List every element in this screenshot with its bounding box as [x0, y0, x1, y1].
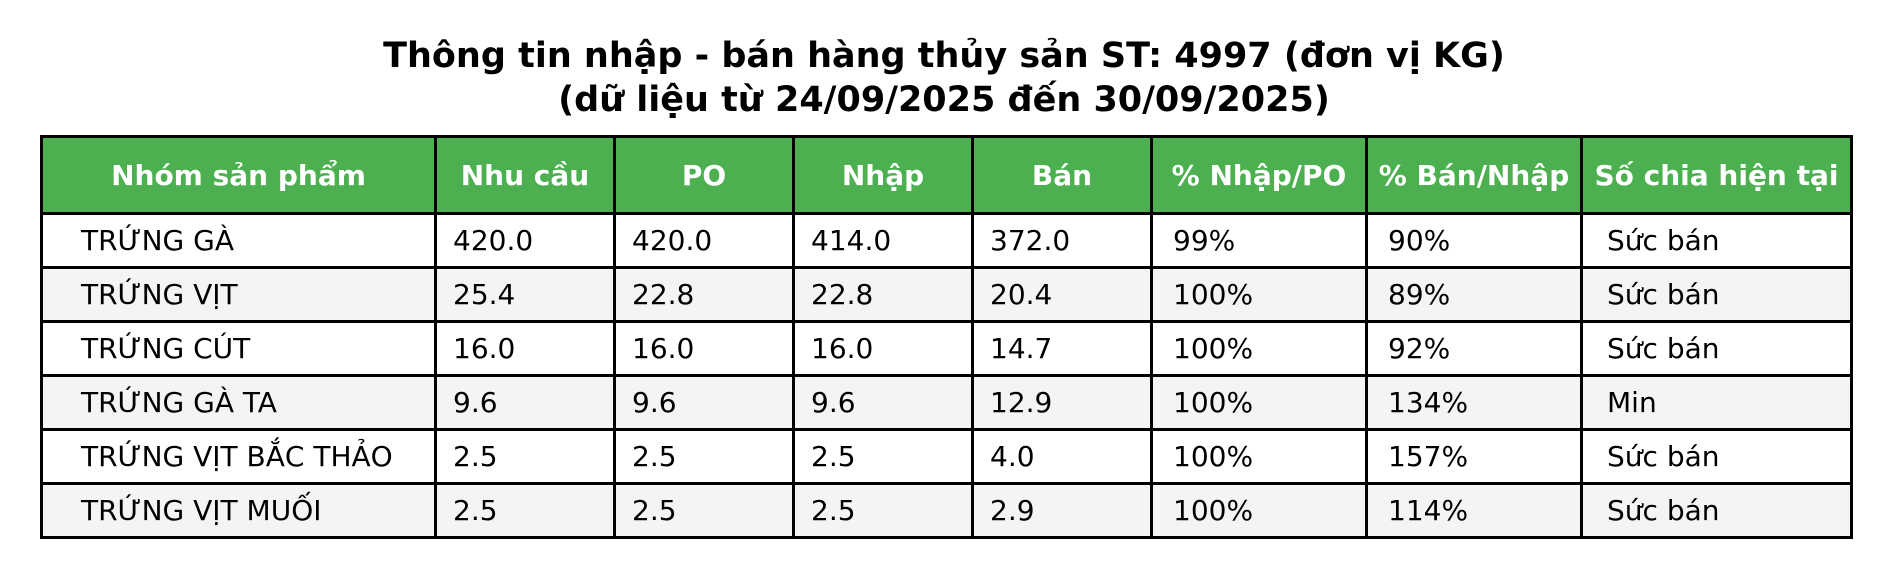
- table-cell: Sức bán: [1580, 482, 1853, 539]
- table-header-row: Nhóm sản phẩm Nhu cầu PO Nhập Bán % Nhập…: [40, 135, 1853, 215]
- chart-title: Thông tin nhập - bán hàng thủy sản ST: 4…: [0, 34, 1888, 122]
- chart-subtitle: (dữ liệu từ 24/09/2025 đến 30/09/2025): [558, 80, 1330, 120]
- table-cell: 372.0: [971, 212, 1153, 269]
- table-cell: 99%: [1150, 212, 1368, 269]
- table-cell: 420.0: [434, 212, 616, 269]
- product-group-cell: TRỨNG GÀ: [40, 212, 437, 269]
- table-cell: 114%: [1365, 482, 1583, 539]
- table-cell: 14.7: [971, 320, 1153, 377]
- table-cell: Sức bán: [1580, 266, 1853, 323]
- table-cell: 25.4: [434, 266, 616, 323]
- table-body: TRỨNG GÀ 420.0 420.0 414.0 372.0 99% 90% Sức bá…: [40, 212, 1853, 539]
- table-cell: Sức bán: [1580, 212, 1853, 269]
- table-cell: 100%: [1150, 320, 1368, 377]
- table-cell: 2.5: [434, 482, 616, 539]
- table-row: TRỨNG VỊT MUỐI 2.5 2.5 2.5 2.9 100% 114% Sức bá…: [40, 482, 1853, 539]
- table-cell: 100%: [1150, 482, 1368, 539]
- table-cell: 2.5: [792, 482, 974, 539]
- column-header: Bán: [971, 135, 1153, 215]
- table-cell: 157%: [1365, 428, 1583, 485]
- table-cell: 420.0: [613, 212, 795, 269]
- table-cell: Sức bán: [1580, 428, 1853, 485]
- table-row: TRỨNG GÀ TA 9.6 9.6 9.6 12.9 100% 134% Min: [40, 374, 1853, 431]
- table-cell: 20.4: [971, 266, 1153, 323]
- table-cell: 100%: [1150, 428, 1368, 485]
- product-group-cell: TRỨNG VỊT BẮC THẢO: [40, 428, 437, 485]
- product-group-cell: TRỨNG GÀ TA: [40, 374, 437, 431]
- table-row: TRỨNG CÚT 16.0 16.0 16.0 14.7 100% 92% Sức bán: [40, 320, 1853, 377]
- table-cell: 9.6: [792, 374, 974, 431]
- column-header: % Nhập/PO: [1150, 135, 1368, 215]
- column-header: Nhóm sản phẩm: [40, 135, 437, 215]
- table-cell: 12.9: [971, 374, 1153, 431]
- table-cell: 2.5: [434, 428, 616, 485]
- table-cell: 90%: [1365, 212, 1583, 269]
- table-cell: 16.0: [613, 320, 795, 377]
- table-cell: 2.9: [971, 482, 1153, 539]
- table-cell: 22.8: [792, 266, 974, 323]
- table-cell: Sức bán: [1580, 320, 1853, 377]
- table-cell: 100%: [1150, 374, 1368, 431]
- product-group-cell: TRỨNG CÚT: [40, 320, 437, 377]
- table-cell: 9.6: [434, 374, 616, 431]
- column-header: Số chia hiện tại: [1580, 135, 1853, 215]
- table-cell: 100%: [1150, 266, 1368, 323]
- table-cell: 2.5: [792, 428, 974, 485]
- table-cell: 89%: [1365, 266, 1583, 323]
- table-row: TRỨNG VỊT 25.4 22.8 22.8 20.4 100% 89% Sức bán: [40, 266, 1853, 323]
- table-cell: 414.0: [792, 212, 974, 269]
- chart-title-line-1: Thông tin nhập - bán hàng thủy sản ST: 4…: [383, 36, 1505, 76]
- table-cell: 2.5: [613, 482, 795, 539]
- table-cell: Min: [1580, 374, 1853, 431]
- column-header: Nhập: [792, 135, 974, 215]
- column-header: PO: [613, 135, 795, 215]
- table-cell: 9.6: [613, 374, 795, 431]
- table-cell: 16.0: [434, 320, 616, 377]
- data-table: Nhóm sản phẩm Nhu cầu PO Nhập Bán % Nhập…: [40, 135, 1853, 539]
- column-header: Nhu cầu: [434, 135, 616, 215]
- table-cell: 22.8: [613, 266, 795, 323]
- product-group-cell: TRỨNG VỊT MUỐI: [40, 482, 437, 539]
- table-cell: 4.0: [971, 428, 1153, 485]
- table-row: TRỨNG VỊT BẮC THẢO 2.5 2.5 2.5 4.0 100% 157% Sứ…: [40, 428, 1853, 485]
- table-cell: 92%: [1365, 320, 1583, 377]
- column-header: % Bán/Nhập: [1365, 135, 1583, 215]
- table-cell: 2.5: [613, 428, 795, 485]
- table-cell: 134%: [1365, 374, 1583, 431]
- product-group-cell: TRỨNG VỊT: [40, 266, 437, 323]
- table-row: TRỨNG GÀ 420.0 420.0 414.0 372.0 99% 90% Sức bá…: [40, 212, 1853, 269]
- table-cell: 16.0: [792, 320, 974, 377]
